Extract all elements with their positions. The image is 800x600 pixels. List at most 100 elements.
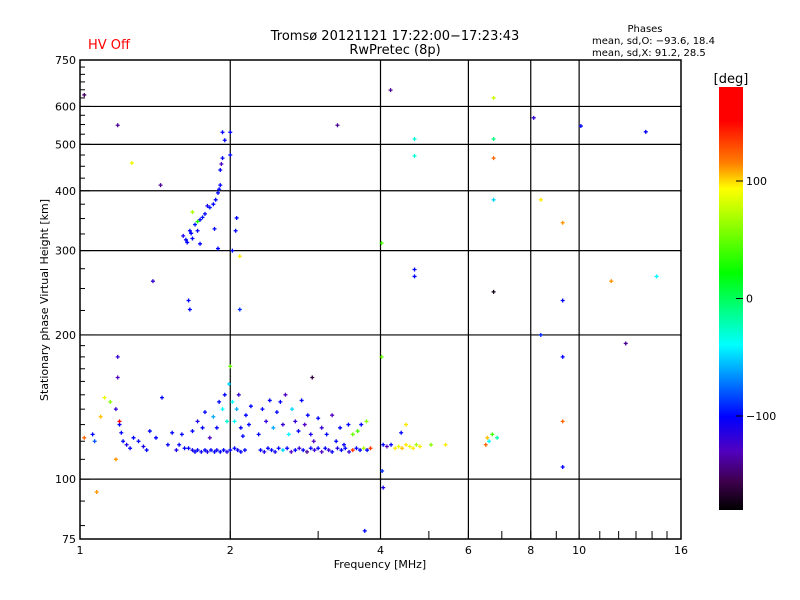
- colorbar-tick-label: 100: [746, 175, 767, 188]
- data-point: [393, 446, 398, 451]
- data-point: [339, 448, 344, 453]
- data-point: [293, 419, 298, 424]
- x-tick-label: 1: [77, 544, 84, 557]
- data-point: [179, 432, 184, 437]
- data-point: [92, 439, 97, 444]
- data-point: [115, 354, 120, 359]
- data-point: [165, 442, 170, 447]
- data-point: [311, 439, 316, 444]
- data-point: [361, 446, 366, 451]
- data-point: [108, 399, 113, 404]
- data-point: [260, 407, 265, 412]
- data-point: [411, 446, 416, 451]
- data-point: [207, 435, 212, 440]
- data-point: [170, 430, 175, 435]
- data-point: [319, 449, 324, 454]
- data-point: [174, 448, 179, 453]
- data-point: [237, 254, 242, 259]
- data-point: [195, 448, 200, 453]
- data-point: [412, 137, 417, 142]
- data-point: [381, 485, 386, 490]
- data-point: [195, 419, 200, 424]
- data-point: [379, 241, 384, 246]
- y-tick-label: 200: [55, 329, 76, 342]
- data-point: [316, 416, 321, 421]
- data-point: [305, 449, 310, 454]
- data-point: [144, 448, 149, 453]
- data-point: [212, 226, 217, 231]
- data-point: [362, 528, 367, 533]
- data-point: [227, 381, 232, 386]
- data-point: [230, 399, 235, 404]
- y-tick-label: 100: [55, 473, 76, 486]
- data-point: [214, 425, 219, 430]
- y-axis-label: Stationary phase Virtual Height [km]: [38, 199, 51, 401]
- data-point: [412, 267, 417, 272]
- y-tick-label: 300: [55, 245, 76, 258]
- data-point: [224, 449, 229, 454]
- data-point: [102, 395, 107, 400]
- data-point: [609, 279, 614, 284]
- data-point: [289, 449, 294, 454]
- data-point: [117, 419, 122, 424]
- x-tick-label: 2: [227, 544, 234, 557]
- data-point: [399, 430, 404, 435]
- data-point: [299, 398, 304, 403]
- data-point: [258, 448, 263, 453]
- data-point: [560, 298, 565, 303]
- data-point: [407, 444, 412, 449]
- data-point: [228, 130, 233, 135]
- data-point: [560, 220, 565, 225]
- data-point: [147, 429, 152, 434]
- data-point: [218, 183, 223, 188]
- data-point: [358, 448, 363, 453]
- data-point: [487, 439, 492, 444]
- data-point: [187, 307, 192, 312]
- data-point: [242, 448, 247, 453]
- x-tick-label: 4: [377, 544, 384, 557]
- colorbar-tick-label: −100: [746, 410, 776, 423]
- stats-x-mode: mean, sd,X: 91.2, 28.5: [592, 48, 706, 59]
- data-point: [346, 422, 351, 427]
- data-point: [350, 448, 355, 453]
- data-point: [310, 375, 315, 380]
- data-point: [200, 215, 205, 220]
- data-point: [404, 442, 409, 447]
- data-point: [213, 197, 218, 202]
- data-point: [113, 407, 118, 412]
- data-point: [578, 124, 583, 129]
- data-point: [90, 432, 95, 437]
- data-point: [341, 442, 346, 447]
- data-point: [82, 435, 87, 440]
- data-point: [215, 190, 220, 195]
- data-point: [560, 419, 565, 424]
- data-point: [214, 448, 219, 453]
- data-point: [264, 419, 269, 424]
- data-point: [207, 205, 212, 210]
- data-point: [186, 298, 191, 303]
- data-point: [124, 442, 129, 447]
- data-point: [190, 448, 195, 453]
- title-line-2: RwPretec (8p): [349, 43, 440, 58]
- data-point: [293, 448, 298, 453]
- data-point: [343, 446, 348, 451]
- data-point: [233, 228, 238, 233]
- data-point: [228, 153, 233, 158]
- y-tick-label: 600: [55, 100, 76, 113]
- data-point: [388, 88, 393, 93]
- x-axis-label: Frequency [MHz]: [334, 558, 426, 571]
- data-point: [128, 446, 133, 451]
- data-point: [490, 432, 495, 437]
- data-point: [267, 398, 272, 403]
- data-point: [414, 442, 419, 447]
- data-point: [364, 419, 369, 424]
- data-point: [238, 449, 243, 454]
- data-point: [302, 422, 307, 427]
- grid-lines: [80, 60, 681, 539]
- data-point: [202, 448, 207, 453]
- data-point: [232, 446, 237, 451]
- data-point: [491, 137, 496, 142]
- data-point: [265, 446, 270, 451]
- x-tick-label: 8: [527, 544, 534, 557]
- colorbar-label: [deg]: [714, 72, 749, 87]
